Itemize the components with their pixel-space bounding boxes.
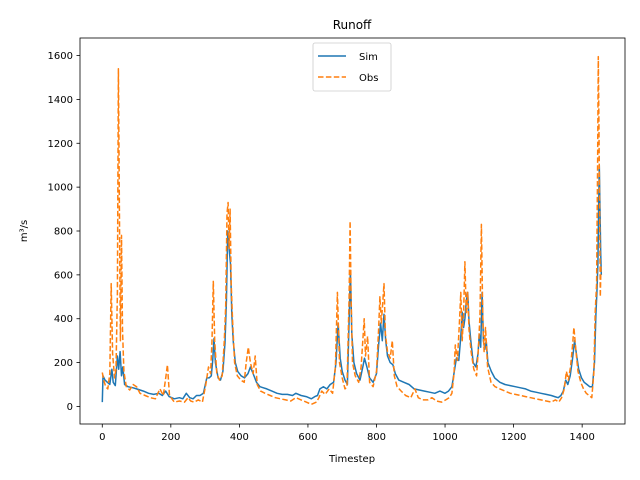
legend-box bbox=[312, 42, 392, 92]
chart-title: Runoff bbox=[333, 18, 372, 32]
y-tick-label: 600 bbox=[54, 270, 73, 281]
x-tick-label: 800 bbox=[367, 432, 386, 443]
y-tick-label: 400 bbox=[54, 314, 73, 325]
x-tick-label: 400 bbox=[230, 432, 249, 443]
legend-obs-label: Obs bbox=[359, 73, 378, 84]
series-line-sim bbox=[101, 164, 603, 403]
series-line-obs bbox=[101, 55, 602, 406]
y-tick-label: 200 bbox=[54, 358, 73, 369]
y-tick-label: 1600 bbox=[48, 51, 73, 62]
series-layer bbox=[101, 55, 603, 406]
y-axis-label: m³/s bbox=[19, 220, 30, 242]
y-tick-label: 1400 bbox=[48, 95, 73, 106]
y-tick-label: 800 bbox=[54, 227, 73, 238]
x-tick-label: 0 bbox=[99, 432, 105, 443]
y-tick-label: 1200 bbox=[48, 139, 73, 150]
legend: Sim Obs bbox=[312, 42, 392, 92]
y-tick-label: 1000 bbox=[48, 183, 73, 194]
x-axis-label: Timestep bbox=[328, 454, 375, 465]
x-tick-label: 200 bbox=[161, 432, 180, 443]
y-axis: 0 200 400 600 800 1000 1200 1400 1600 bbox=[48, 51, 80, 413]
x-tick-label: 1200 bbox=[501, 432, 526, 443]
x-tick-label: 1000 bbox=[432, 432, 457, 443]
x-tick-label: 1400 bbox=[569, 432, 594, 443]
legend-sim-label: Sim bbox=[359, 52, 378, 63]
x-axis: 0 200 400 600 800 1000 1200 1400 bbox=[99, 424, 595, 443]
x-tick-label: 600 bbox=[298, 432, 317, 443]
y-tick-label: 0 bbox=[67, 402, 73, 413]
